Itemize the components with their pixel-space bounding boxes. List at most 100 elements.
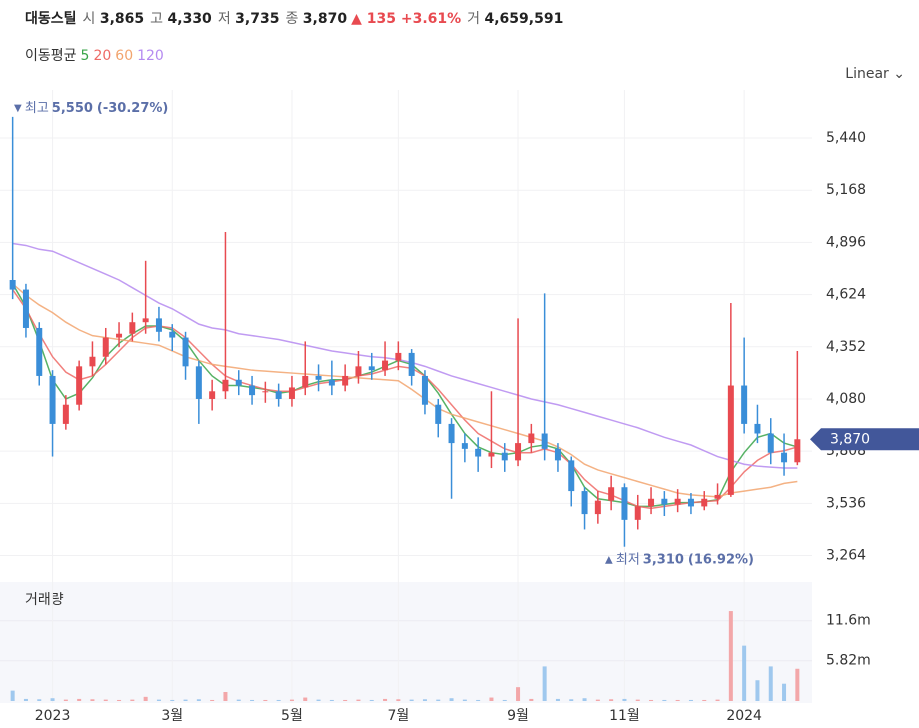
candle-body	[49, 375, 56, 424]
volume-bar	[170, 699, 175, 701]
candle-body	[767, 433, 774, 453]
volume-bar	[715, 699, 720, 701]
volume-bar	[210, 699, 215, 701]
volume-bar	[795, 668, 800, 701]
volume-bar	[303, 697, 308, 701]
scale-label[interactable]: Linear	[845, 66, 889, 82]
volume-bar	[555, 698, 560, 701]
ma-legend-title: 이동평균	[25, 48, 77, 64]
candle-body	[674, 498, 681, 505]
candle-body	[36, 327, 43, 376]
marker-arrow: ▲	[605, 555, 616, 566]
candle-body	[22, 289, 29, 328]
volume-bar	[289, 699, 294, 701]
candle-body	[102, 337, 109, 357]
candle-body	[568, 460, 575, 492]
change: ▲ 135 +3.61%	[351, 11, 462, 27]
marker-text: 최고	[25, 100, 49, 115]
candle-body	[741, 385, 748, 424]
price-marker: ▼ 최고 5,550 (-30.27%)	[14, 100, 168, 115]
volume-bar	[10, 690, 15, 701]
candle-body	[714, 494, 721, 499]
candle-body	[302, 375, 309, 388]
candle-body	[794, 439, 801, 463]
candle-body	[195, 366, 202, 399]
marker-change: (-30.27%)	[97, 100, 168, 115]
x-tick-label: 11월	[609, 708, 640, 724]
candle-body	[541, 433, 548, 449]
change-value: 135	[366, 11, 396, 27]
volume-bar	[649, 699, 654, 701]
volume-bar	[276, 699, 281, 701]
candle-body	[76, 366, 83, 405]
candle-body	[116, 333, 123, 338]
candle-body	[9, 279, 16, 290]
volume-bar	[316, 699, 321, 701]
candle-body	[155, 318, 162, 332]
x-tick-label: 9월	[507, 708, 529, 724]
ma-legend-item: 120	[137, 48, 164, 64]
volume-bar	[183, 699, 188, 701]
candle-body	[368, 366, 375, 371]
volume-bar	[396, 699, 401, 701]
candle-body	[501, 452, 508, 461]
volume-bar	[688, 699, 693, 701]
volume-bar	[143, 696, 148, 701]
volume-label: 거	[467, 11, 481, 27]
candle-body	[475, 448, 482, 457]
volume-bar	[768, 666, 773, 701]
header-value: 3,870	[302, 11, 348, 27]
candle-body	[342, 375, 349, 386]
header-value: 3,735	[235, 11, 280, 27]
moving-average	[12, 242, 798, 469]
price-marker: ▲ 최저 3,310 (16.92%)	[605, 552, 754, 567]
volume-bar	[782, 683, 787, 701]
volume-bar	[742, 645, 747, 701]
candle-body	[515, 443, 522, 461]
candle-body	[554, 448, 561, 461]
moving-average	[12, 283, 798, 508]
candle-body	[262, 391, 269, 393]
header-label: 저	[217, 11, 231, 27]
volume-bar	[476, 699, 481, 701]
volume-bar	[542, 666, 547, 701]
volume-bar	[702, 699, 707, 701]
volume-bar	[223, 692, 228, 701]
marker-text: 최저	[616, 552, 640, 567]
volume-bar	[77, 698, 82, 701]
marker-arrow: ▼	[14, 103, 25, 114]
volume-bar	[436, 699, 441, 701]
candle-body	[275, 391, 282, 399]
y-tick-label: 4,080	[826, 391, 866, 407]
scale-select[interactable]: Linear ⌄	[845, 66, 905, 82]
volume-bar	[263, 699, 268, 701]
volume-bar	[529, 698, 534, 701]
y-tick-label: 4,896	[826, 234, 866, 250]
candle-body	[355, 366, 362, 376]
y-tick-label: 4,352	[826, 339, 866, 355]
volume-bar	[516, 687, 521, 701]
volume-bar	[63, 699, 68, 701]
volume-bar	[369, 699, 374, 701]
marker-value: 5,550	[52, 100, 93, 115]
candle-body	[754, 423, 761, 434]
volume-bar	[236, 699, 241, 701]
volume-tick-label: 11.6m	[826, 613, 871, 629]
volume-bar	[103, 699, 108, 701]
volume-bar	[37, 699, 42, 701]
moving-average	[12, 283, 798, 498]
candle-body	[62, 404, 69, 424]
x-tick-label: 2023	[35, 708, 71, 724]
y-tick-label: 5,440	[826, 130, 866, 146]
candle-body	[315, 375, 322, 380]
x-tick-label: 3월	[161, 708, 183, 724]
volume-bar	[50, 698, 55, 701]
candle-body	[182, 337, 189, 367]
candle-body	[89, 356, 96, 367]
volume-bar	[595, 699, 600, 701]
volume-bar	[569, 699, 574, 701]
header-label: 고	[150, 11, 164, 27]
candle-body	[249, 385, 256, 396]
volume-bar	[383, 698, 388, 701]
